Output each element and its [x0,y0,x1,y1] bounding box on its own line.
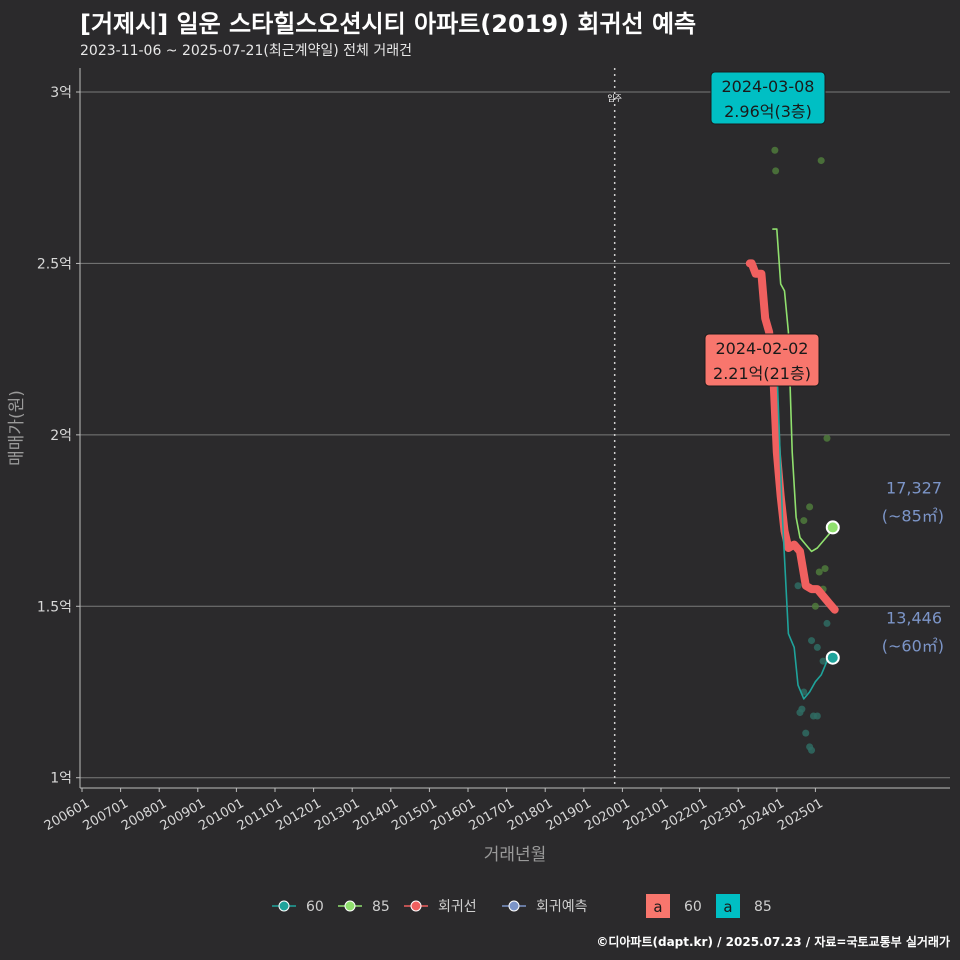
y-axis-title: 매매가(원) [7,390,27,466]
legend-tag-tag85: a 85 [716,894,772,918]
legend-tag-swatch [646,894,670,918]
end-area-label-60: (~60㎡) [882,637,944,656]
legend-label: 회귀선 [438,899,477,915]
series-line-60 [770,362,834,700]
legend-tag-swatch [716,894,740,918]
scatter-point-85 [815,568,823,576]
scatter-point-60 [808,746,816,754]
legend-item-s85: 85 [338,899,390,915]
x-axis-title: 거래년월 [484,845,547,865]
x-axis: 2006012007012008012009012010012011012012… [42,787,950,865]
move-in-label: 입주 [607,94,622,103]
y-tick-label: 3억 [50,85,72,101]
scatter-point-60 [802,729,810,737]
scatter-point-60 [813,643,821,651]
legend-label: 85 [372,899,390,915]
annotation-date: 2024-03-08 [722,77,815,96]
y-tick-label: 2.5억 [37,256,72,272]
legend-swatch-dot [508,900,520,912]
scatter-point-85 [772,167,780,175]
legend-item-s60: 60 [272,899,324,915]
legend-tag-glyph: a [653,898,662,916]
scatter-point-60 [813,712,821,720]
scatter-point-60 [823,619,831,627]
plot-marks [613,68,840,788]
annotation-60: 2024-02-02 2.21억(21층) [704,333,820,387]
end-point-85 [825,520,840,535]
annotation-price: 2.96억(3층) [724,102,812,121]
legend-label: 회귀예측 [536,899,588,915]
scatter-point-85 [806,503,814,511]
annotation-date: 2024-02-02 [716,339,809,358]
source-caption: ©디아파트(dapt.kr) / 2025.07.23 / 자료=국토교통부 실… [596,935,950,949]
annotation-box [704,333,820,387]
legend-tag-glyph: a [723,898,732,916]
scatter-point-60 [819,657,827,665]
legend-item-forecast: 회귀예측 [502,899,588,915]
scatter-point-85 [821,565,829,573]
chart-subtitle: 2023-11-06 ~ 2025-07-21(최근계약일) 전체 거래건 [80,43,412,59]
legend-tag-label: 85 [754,899,772,915]
y-tick-label: 2억 [50,428,72,444]
legend-swatch-dot [410,900,422,912]
end-point-60 [825,650,840,665]
scatter-point-85 [771,146,779,154]
end-count-label-60: 13,446 [886,609,942,628]
annotation-price: 2.21억(21층) [713,364,811,383]
end-area-label-85: (~85㎡) [882,506,944,525]
legend: 60 85 회귀선 회귀예측 a 60 a 85 [272,894,772,918]
legend-label: 60 [306,899,324,915]
legend-swatch-dot [278,900,290,912]
legend-swatch-dot [344,900,356,912]
legend-item-regression: 회귀선 [404,899,477,915]
chart-title: [거제시] 일운 스타힐스오션시티 아파트(2019) 회귀선 예측 [80,10,697,38]
annotation-box [710,71,826,125]
y-tick-label: 1.5억 [37,599,72,615]
legend-tag-tag60: a 60 [646,894,702,918]
scatter-point-60 [794,582,802,590]
annotation-85: 2024-03-08 2.96억(3층) [710,71,826,125]
plot-labels: 입주 17,327 (~85㎡) 13,446 (~60㎡) 2024-02-02 2.21… [607,71,944,656]
end-count-label-85: 17,327 [886,478,942,497]
scatter-point-85 [823,434,831,442]
scatter-point-85 [817,157,825,165]
grid [80,91,950,779]
legend-tag-label: 60 [684,899,702,915]
series-line-regression [745,259,839,614]
series-line-85 [772,228,834,553]
scatter-point-85 [811,602,819,610]
y-tick-label: 1억 [50,771,72,787]
scatter-point-60 [808,637,816,645]
scatter-point-60 [798,705,806,713]
scatter-point-85 [800,517,808,525]
